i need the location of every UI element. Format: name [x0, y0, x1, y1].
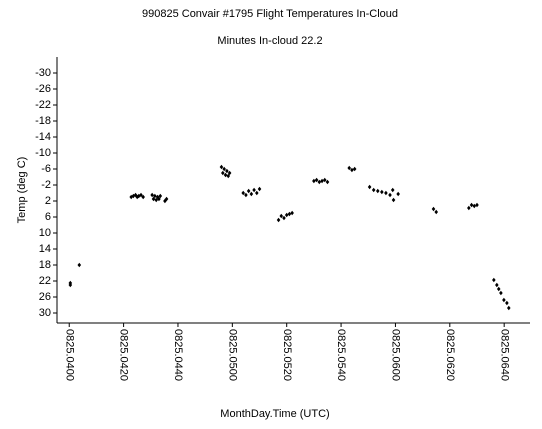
data-point — [322, 177, 327, 183]
data-point — [431, 206, 436, 212]
data-point — [396, 191, 400, 197]
y-tick-label: -18 — [35, 115, 51, 127]
y-axis-label: Temp (deg C) — [16, 157, 28, 224]
y-tick-label: -10 — [35, 147, 51, 159]
data-point — [284, 212, 289, 218]
data-point — [77, 262, 82, 268]
data-point — [246, 188, 251, 194]
data-point — [390, 187, 395, 193]
y-tick-label: -2 — [41, 179, 51, 191]
data-point — [499, 290, 503, 296]
data-point — [68, 282, 73, 288]
data-point — [287, 211, 292, 217]
data-point — [384, 190, 388, 196]
data-point — [317, 179, 322, 185]
data-point — [314, 177, 319, 183]
data-point — [496, 286, 501, 292]
data-point — [249, 191, 254, 197]
data-point — [352, 166, 357, 172]
data-point — [139, 192, 143, 198]
chart-title: 990825 Convair #1795 Flight Temperatures… — [142, 8, 398, 20]
data-point — [506, 305, 511, 311]
data-point — [495, 282, 499, 288]
data-point — [155, 194, 160, 200]
data-point — [371, 187, 376, 193]
data-point — [279, 213, 284, 219]
data-point — [380, 189, 384, 195]
y-tick-label: -6 — [41, 163, 51, 175]
x-axis-label: MonthDay.Time (UTC) — [220, 408, 329, 420]
data-point — [350, 167, 354, 173]
data-point — [225, 168, 229, 174]
data-point — [320, 178, 324, 184]
data-point — [312, 178, 316, 184]
y-tick-label: 6 — [45, 211, 51, 223]
y-tick-label: 30 — [39, 307, 51, 319]
data-point — [157, 196, 161, 202]
data-point — [219, 164, 224, 170]
x-tick-label: 0825.0600 — [390, 329, 402, 381]
y-tick-label: -30 — [35, 67, 51, 79]
data-point — [505, 300, 509, 306]
data-point — [388, 192, 392, 198]
data-point — [282, 215, 286, 221]
y-tick-label: 10 — [39, 227, 51, 239]
data-point — [475, 202, 479, 208]
data-point — [164, 196, 169, 202]
data-point — [137, 193, 141, 199]
y-tick-label: -26 — [35, 83, 51, 95]
data-point — [221, 170, 225, 176]
data-point — [391, 197, 396, 203]
x-tick-label: 0825.0500 — [226, 329, 238, 381]
x-tick-label: 0825.0620 — [444, 329, 456, 381]
data-point — [276, 217, 281, 223]
x-tick-label: 0825.0520 — [281, 329, 293, 381]
x-tick-label: 0825.0540 — [335, 329, 347, 381]
y-tick-label: -14 — [35, 131, 51, 143]
data-point — [434, 209, 439, 215]
y-tick-label: 18 — [39, 259, 51, 271]
data-point — [141, 194, 145, 200]
data-point — [257, 186, 262, 192]
data-point — [241, 190, 246, 196]
x-tick-label: 0825.0400 — [63, 329, 75, 381]
data-point — [252, 187, 256, 193]
x-tick-label: 0825.0420 — [118, 329, 130, 381]
data-point — [163, 198, 167, 204]
data-point — [154, 197, 159, 203]
data-point — [472, 203, 477, 209]
y-tick-label: 26 — [39, 291, 51, 303]
data-point — [222, 166, 226, 172]
data-point — [492, 277, 496, 283]
data-point — [255, 190, 259, 196]
data-point — [158, 193, 163, 199]
data-point — [227, 170, 232, 176]
data-point — [375, 188, 380, 194]
data-point — [367, 184, 372, 190]
data-point — [469, 202, 474, 208]
data-point — [502, 297, 506, 303]
data-point — [135, 194, 139, 200]
data-point — [325, 179, 330, 185]
data-point — [467, 205, 471, 211]
y-tick-label: 14 — [39, 243, 51, 255]
data-point — [150, 192, 154, 198]
data-point — [226, 173, 231, 179]
x-tick-label: 0825.0440 — [172, 329, 184, 381]
data-point — [151, 196, 156, 202]
y-tick-label: 22 — [39, 275, 51, 287]
data-point — [244, 192, 248, 198]
y-tick-label: -22 — [35, 99, 51, 111]
y-tick-label: 2 — [45, 195, 51, 207]
x-tick-label: 0825.0640 — [498, 329, 510, 381]
data-point — [290, 210, 294, 216]
data-point — [223, 172, 228, 178]
data-point — [347, 165, 352, 171]
chart-subtitle: Minutes In-cloud 22.2 — [217, 35, 322, 47]
data-point — [153, 193, 157, 199]
